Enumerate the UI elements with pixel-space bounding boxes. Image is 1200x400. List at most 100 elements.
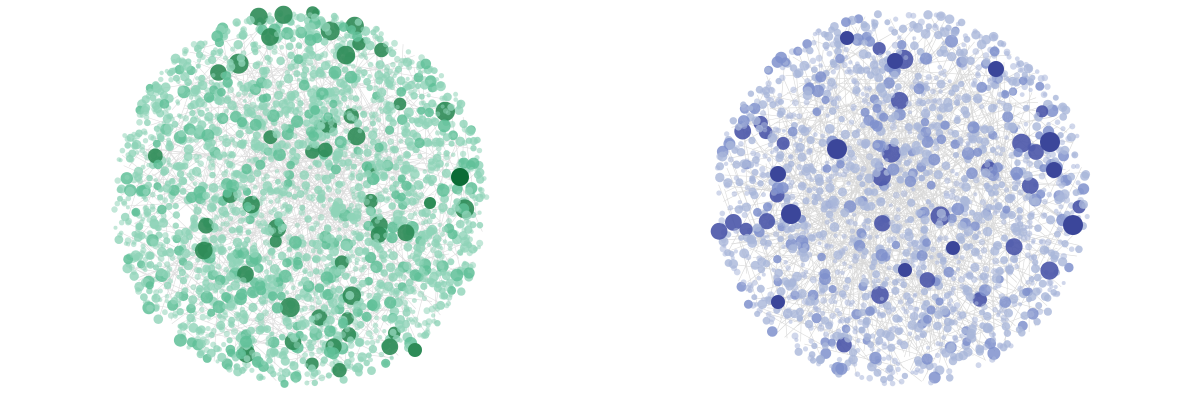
node [838,115,845,123]
node [443,150,450,157]
node [440,269,447,276]
node [958,80,965,88]
node [114,177,121,184]
node [350,63,356,69]
node [1011,301,1018,307]
node [431,313,436,318]
node [401,299,409,307]
node [981,303,988,311]
node [238,366,246,374]
node [212,270,219,277]
node [812,107,822,117]
node [181,227,191,237]
node [309,325,318,334]
node [260,195,267,202]
node [787,234,794,241]
node [289,235,302,249]
edge [909,118,1016,371]
node [765,80,772,87]
node [802,197,810,205]
node [405,76,410,81]
node [479,193,486,199]
node [1053,208,1059,214]
node [218,247,225,254]
node [749,175,756,182]
node [284,33,290,39]
node [363,144,369,149]
node [261,28,279,46]
node [725,214,742,231]
node [300,334,307,341]
node [375,117,382,123]
node [346,336,355,344]
node [941,335,947,340]
node [355,69,362,75]
node [299,170,310,180]
node [769,150,774,155]
edge [745,50,931,292]
node [424,107,434,118]
node [812,132,818,138]
node [223,330,230,337]
node [153,303,160,310]
node [1025,252,1031,259]
node [179,276,188,285]
node [989,146,997,153]
node [810,167,817,174]
node [232,18,241,27]
node [861,292,870,301]
node [990,337,997,343]
node [176,170,185,178]
node [733,249,739,254]
node [773,231,780,238]
node [898,167,904,173]
node [864,93,870,98]
node [1012,77,1021,87]
node [402,326,408,332]
node [316,313,323,319]
node [891,28,898,36]
node [230,138,236,144]
node [926,345,930,350]
node [150,239,159,247]
node [903,292,911,300]
node [293,259,303,270]
node [871,286,889,304]
node [167,247,174,254]
node [796,113,803,120]
node [246,107,256,116]
node [336,120,342,126]
node [243,216,250,223]
node [401,180,412,191]
node [1034,273,1042,282]
node [136,119,143,126]
node [725,140,735,150]
node [325,372,332,379]
node [308,315,315,322]
node [371,160,376,165]
node [248,302,258,313]
node [293,70,301,78]
node [930,88,936,95]
node [933,321,942,331]
node [356,208,362,214]
node [1054,119,1061,125]
node [929,254,934,260]
node [740,279,747,286]
node [791,99,799,107]
node [907,241,914,248]
node [1067,172,1076,181]
node [243,201,253,211]
node [226,275,232,281]
node [1003,187,1010,193]
node [378,31,384,37]
node [811,39,817,46]
node [765,234,770,239]
node [389,328,397,336]
node [196,118,202,123]
node [232,237,243,248]
node [950,169,955,174]
node [431,117,440,127]
node [387,315,396,324]
node [975,362,982,369]
